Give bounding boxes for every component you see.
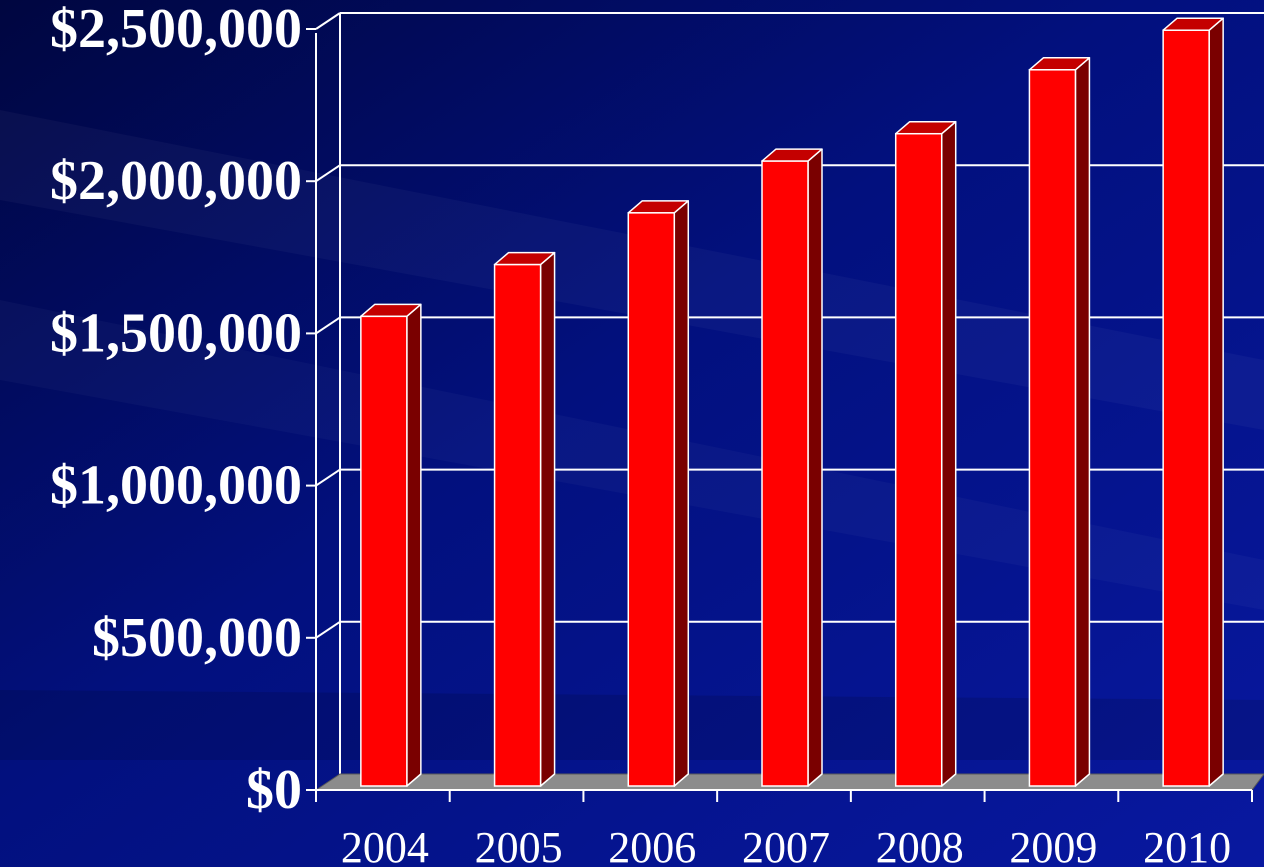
- bar-2007: [761, 148, 823, 787]
- y-tick-label: $2,500,000: [50, 0, 302, 60]
- bar-front: [493, 263, 542, 787]
- bar-2004: [360, 303, 422, 787]
- bar-layer: [360, 17, 1224, 787]
- x-tick-label: 2006: [608, 823, 696, 867]
- bar-2010: [1162, 17, 1224, 787]
- bar-front: [360, 315, 408, 787]
- bar-2009: [1028, 57, 1091, 787]
- x-tick-label: 2004: [341, 823, 429, 867]
- gridline-side: [315, 620, 341, 639]
- label-layer: $0 $500,000 $1,000,000 $1,500,000 $2,000,000…: [50, 0, 1231, 867]
- gridline-side: [315, 12, 341, 30]
- bar-side: [406, 303, 422, 787]
- bar-2005: [493, 251, 556, 787]
- bar-front: [1162, 29, 1210, 787]
- bar-front: [1028, 69, 1077, 787]
- x-tick-label: 2010: [1143, 823, 1231, 867]
- bar-front: [627, 212, 676, 787]
- bar-front: [761, 160, 809, 787]
- y-tick-label: $1,500,000: [50, 302, 302, 364]
- bar-side: [673, 200, 690, 787]
- x-tick-label: 2008: [876, 823, 964, 867]
- bar-2008: [894, 120, 957, 787]
- gridline-side: [315, 468, 341, 487]
- bar-side: [539, 251, 556, 787]
- axis-layer: [306, 28, 1253, 802]
- y-tick-label: $2,000,000: [50, 150, 302, 212]
- bar-side: [807, 148, 823, 787]
- bar-side: [940, 120, 957, 787]
- gridline-side: [315, 316, 341, 335]
- y-tick-label: $0: [246, 759, 302, 821]
- gridline-side: [315, 164, 341, 183]
- bar-2006: [627, 200, 690, 787]
- x-tick-label: 2009: [1009, 823, 1097, 867]
- x-tick-label: 2007: [742, 823, 830, 867]
- y-tick-label: $500,000: [92, 607, 302, 669]
- x-tick-label: 2005: [475, 823, 563, 867]
- y-tick-label: $1,000,000: [50, 455, 302, 517]
- bar-side: [1208, 17, 1224, 787]
- bar-side: [1074, 57, 1091, 787]
- bar-front: [894, 132, 943, 787]
